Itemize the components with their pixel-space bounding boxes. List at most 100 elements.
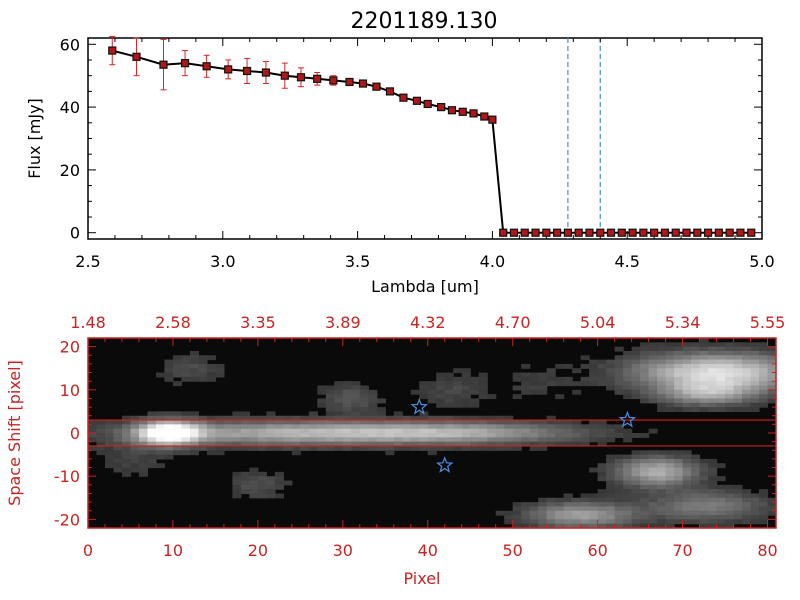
image-pixel	[682, 376, 692, 382]
image-pixel	[716, 519, 726, 525]
image-pixel	[631, 389, 641, 395]
image-pixel	[164, 454, 174, 460]
image-pixel	[478, 376, 488, 382]
image-pixel	[631, 433, 641, 438]
image-pixel	[674, 489, 684, 495]
image-pixel	[453, 368, 463, 374]
image-pixel	[121, 467, 132, 473]
image-pixel	[283, 441, 293, 447]
image-pixel	[393, 411, 403, 417]
image-pixel	[232, 433, 242, 438]
image-pixel	[759, 350, 769, 356]
image-pixel	[597, 506, 607, 512]
image-pixel	[342, 428, 352, 434]
image-pixel	[665, 355, 675, 361]
image-pixel	[725, 376, 735, 382]
image-pixel	[274, 471, 284, 477]
image-pixel	[385, 424, 395, 430]
image-pixel	[538, 385, 548, 391]
image-pixel	[419, 389, 429, 395]
image-pixel	[623, 489, 633, 495]
image-pixel	[691, 489, 701, 495]
image-pixel	[512, 372, 522, 378]
image-pixel	[88, 437, 98, 443]
image-pixel	[674, 376, 684, 382]
image-pixel	[512, 420, 522, 425]
x-tick-label: 5.0	[749, 252, 774, 271]
image-pixel	[597, 519, 607, 525]
image-pixel	[623, 359, 633, 365]
image-pixel	[546, 515, 556, 520]
image-pixel	[657, 342, 667, 348]
image-pixel	[597, 510, 607, 516]
image-pixel	[385, 420, 395, 425]
image-pixel	[444, 437, 454, 443]
image-pixel	[410, 428, 420, 434]
image-pixel	[597, 381, 607, 387]
image-pixel	[121, 445, 132, 451]
image-pixel	[657, 398, 667, 404]
data-point	[725, 228, 734, 237]
image-pixel	[631, 458, 641, 464]
image-pixel	[725, 523, 735, 529]
image-pixel	[325, 402, 335, 408]
image-pixel	[614, 363, 624, 369]
image-pixel	[572, 381, 582, 387]
image-pixel	[640, 359, 650, 365]
image-pixel	[742, 385, 752, 391]
image-pixel	[742, 376, 752, 382]
image-pixel	[300, 433, 310, 438]
image-pixel	[444, 376, 454, 382]
image-pixel	[470, 415, 480, 421]
image-pixel	[138, 450, 149, 456]
image-pixel	[640, 467, 650, 473]
image-pixel	[648, 476, 658, 482]
image-pixel	[512, 428, 522, 434]
image-pixel	[674, 484, 684, 490]
image-pixel	[410, 420, 420, 425]
image-pixel	[351, 407, 361, 413]
image-pixel	[538, 389, 548, 395]
image-pixel	[283, 428, 293, 434]
image-pixel	[708, 394, 718, 400]
image-pixel	[580, 428, 590, 434]
image-pixel	[691, 381, 701, 387]
image-pixel	[96, 428, 106, 434]
image-pixel	[589, 368, 599, 374]
image-pixel	[376, 407, 386, 413]
image-pixel	[674, 502, 684, 508]
image-pixel	[572, 506, 582, 512]
data-point	[553, 228, 562, 237]
image-pixel	[266, 433, 276, 438]
data-point	[358, 79, 368, 88]
image-pixel	[580, 376, 590, 382]
image-pixel	[495, 437, 505, 443]
image-pixel	[198, 415, 208, 421]
image-pixel	[691, 467, 701, 473]
image-pixel	[266, 480, 276, 486]
image-pixel	[614, 428, 624, 434]
image-pixel	[172, 424, 183, 430]
image-pixel	[376, 428, 386, 434]
image-pixel	[342, 420, 352, 425]
image-pixel	[164, 428, 174, 434]
image-pixel	[453, 394, 463, 400]
image-pixel	[546, 519, 556, 525]
image-pixel	[580, 506, 590, 512]
image-pixel	[674, 519, 684, 525]
image-pixel	[181, 411, 191, 417]
image-pixel	[317, 433, 327, 438]
image-pixel	[453, 376, 463, 382]
image-pixel	[555, 519, 565, 525]
image-pixel	[419, 385, 429, 391]
image-pixel	[138, 437, 149, 443]
image-pixel	[614, 519, 624, 525]
image-pixel	[623, 389, 633, 395]
image-pixel	[606, 510, 616, 516]
image-pixel	[674, 463, 684, 469]
image-pixel	[648, 510, 658, 516]
image-pixel	[623, 497, 633, 503]
data-point	[703, 228, 713, 237]
image-pixel	[648, 450, 658, 456]
image-pixel	[376, 433, 386, 438]
